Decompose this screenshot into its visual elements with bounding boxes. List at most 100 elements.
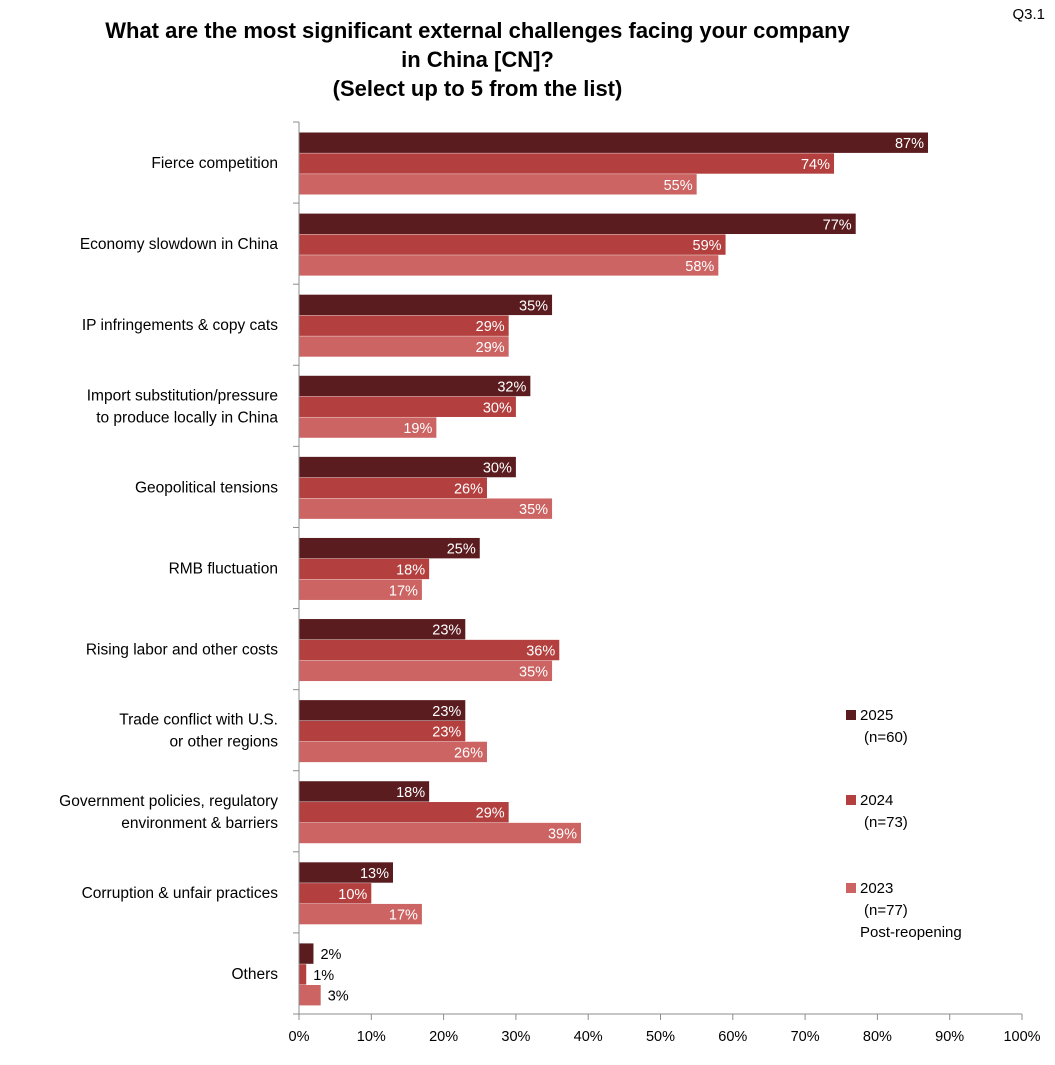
value-label-2024-1: 59% [693,238,722,254]
bar-2023-4 [299,498,553,519]
value-label-2024-0: 74% [801,157,830,173]
bar-2025-8 [299,781,430,802]
legend-label-2025: 2025 [860,707,893,724]
bar-2025-1 [299,213,856,234]
value-label-2025-8: 18% [396,785,425,801]
page-id: Q3.1 [1012,6,1045,23]
value-label-2023-6: 35% [519,664,548,680]
bar-2025-5 [299,537,480,559]
x-tick-label-9: 90% [935,1029,964,1045]
value-label-2023-7: 26% [454,745,483,761]
bar-2023-7 [299,741,487,763]
value-label-2023-9: 17% [389,908,418,924]
legend-label-2023: 2023 [860,880,893,897]
category-label-3-1: to produce locally in China [96,409,278,426]
value-label-2024-6: 36% [526,644,555,660]
value-label-2024-8: 29% [476,806,505,822]
bar-2024-1 [299,234,726,255]
bar-2024-9 [299,883,372,904]
bar-2025-3 [299,375,531,397]
legend-sublabel-2023-1: Post-reopening [860,924,962,941]
legend-swatch-2025 [846,710,856,720]
value-label-2024-5: 18% [396,562,425,578]
value-label-2023-10: 3% [328,989,349,1005]
x-tick-label-4: 40% [574,1029,603,1045]
bar-2023-2 [299,336,509,357]
bar-2023-3 [299,417,437,438]
bar-2023-8 [299,822,581,844]
category-label-6: Rising labor and other costs [86,642,278,659]
category-label-8-1: environment & barriers [121,815,278,832]
category-label-5: RMB fluctuation [169,561,278,578]
bar-2025-4 [299,456,516,478]
bar-2025-9 [299,862,393,883]
x-tick-label-0: 0% [289,1029,310,1045]
legend: 2025 (n=60) 2024 (n=73) 2023 (n=77) Post-reope… [846,707,962,941]
chart-title-line-2: in China [CN]? [401,47,554,72]
legend-sublabel-2023-0: (n=77) [864,902,908,919]
bar-2024-5 [299,558,430,580]
value-label-2024-3: 30% [483,400,512,416]
value-label-2023-1: 58% [685,259,714,275]
bar-2023-6 [299,660,553,682]
bar-2023-10 [299,985,321,1006]
category-label-9: Corruption & unfair practices [82,885,279,902]
value-label-2025-3: 32% [497,379,526,395]
bar-2023-0 [299,174,697,195]
bar-2025-2 [299,294,553,316]
category-label-7-0: Trade conflict with U.S. [119,712,278,729]
bar-2025-10 [299,943,314,964]
bar-2025-7 [299,700,466,721]
value-label-2023-0: 55% [664,178,693,194]
value-label-2025-1: 77% [823,217,852,233]
bar-2024-0 [299,153,835,174]
x-tick-label-10: 100% [1003,1029,1040,1045]
chart-title: What are the most significant external c… [0,16,1055,103]
value-label-2023-3: 19% [403,421,432,437]
value-label-2024-9: 10% [338,887,367,903]
x-tick-label-2: 20% [429,1029,458,1045]
bar-2023-5 [299,579,422,600]
bar-2024-4 [299,477,487,499]
value-label-2025-6: 23% [432,623,461,639]
x-tick-label-3: 30% [501,1029,530,1045]
bar-2023-1 [299,255,719,276]
bar-2024-2 [299,315,509,336]
value-label-2025-10: 2% [320,947,341,963]
legend-label-2024: 2024 [860,792,893,809]
legend-swatch-2023 [846,883,856,893]
bar-2024-8 [299,802,509,823]
value-label-2024-2: 29% [476,319,505,335]
legend-swatch-2024 [846,795,856,805]
x-tick-label-6: 60% [718,1029,747,1045]
bar-2024-6 [299,639,560,661]
category-label-1: Economy slowdown in China [80,236,279,253]
axis-layer: Fierce competition Economy slowdown in Ch… [59,121,1041,1045]
bar-2024-3 [299,396,516,417]
category-label-8-0: Government policies, regulatory [59,793,278,810]
category-label-4: Geopolitical tensions [135,479,278,496]
bar-2024-10 [299,964,307,985]
chart-title-line-1: What are the most significant external c… [105,18,850,43]
value-label-2025-9: 13% [360,866,389,882]
value-label-2025-7: 23% [432,704,461,720]
value-label-2023-4: 35% [519,502,548,518]
legend-sublabel-2025-0: (n=60) [864,729,908,746]
value-label-2025-2: 35% [519,298,548,314]
value-label-2024-4: 26% [454,481,483,497]
value-label-2023-2: 29% [476,340,505,356]
bar-2025-6 [299,619,466,640]
category-label-0: Fierce competition [151,155,278,172]
category-label-2: IP infringements & copy cats [82,317,278,334]
value-label-2024-7: 23% [432,725,461,741]
value-label-2024-10: 1% [313,968,334,984]
x-tick-label-1: 10% [357,1029,386,1045]
category-label-10: Others [231,966,278,983]
category-label-7-1: or other regions [169,734,278,751]
x-tick-label-7: 70% [791,1029,820,1045]
x-tick-label-5: 50% [646,1029,675,1045]
value-label-2025-5: 25% [447,542,476,558]
bar-2024-7 [299,720,466,742]
category-label-3-0: Import substitution/pressure [87,387,278,404]
